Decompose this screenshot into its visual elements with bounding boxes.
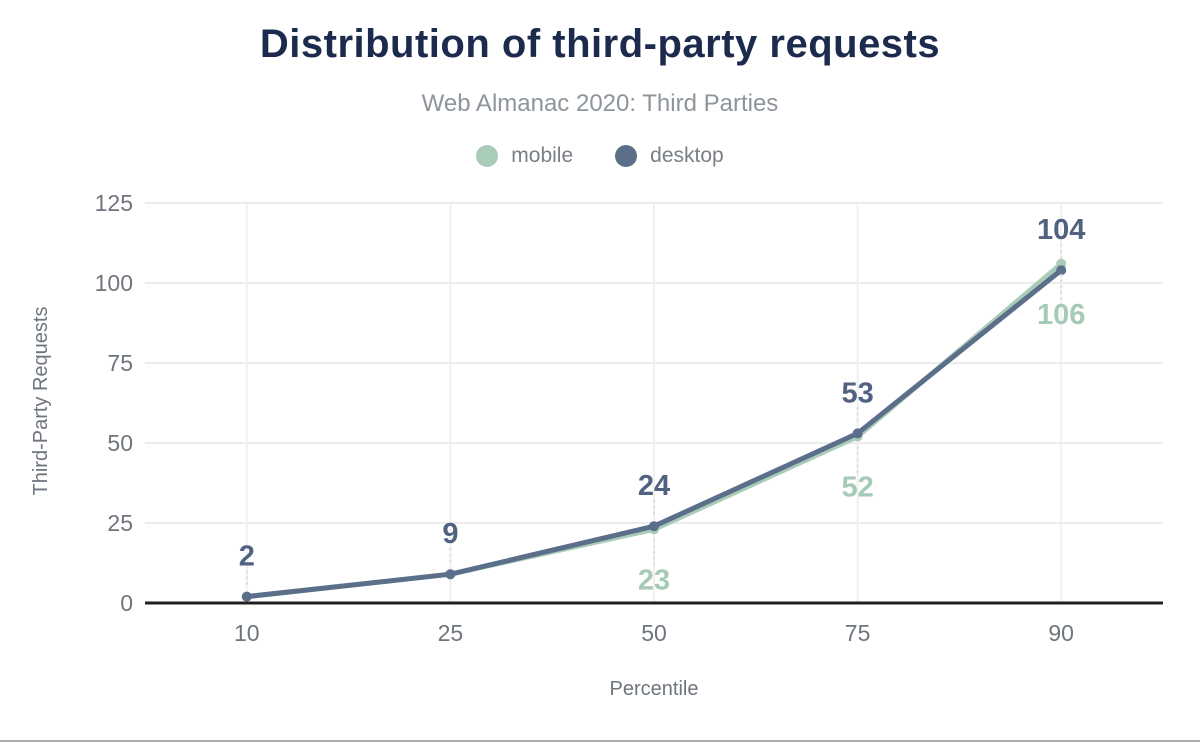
- bottom-border-line: [0, 740, 1200, 742]
- y-axis-title: Third-Party Requests: [30, 306, 52, 496]
- legend-item-mobile: mobile: [476, 144, 573, 168]
- x-tick-label: 75: [845, 620, 871, 646]
- mobile-data-label: 52: [841, 472, 873, 504]
- y-tick-label: 0: [120, 590, 133, 616]
- legend-label-mobile: mobile: [511, 144, 574, 167]
- desktop-point: [852, 428, 863, 439]
- mobile-data-label: 106: [1037, 299, 1085, 331]
- mobile-series-dot-icon: [476, 145, 499, 167]
- desktop-data-label: 2: [239, 541, 255, 573]
- x-tick-label: 25: [438, 620, 464, 646]
- desktop-data-label: 24: [638, 470, 670, 502]
- chart-legend: mobile desktop: [0, 142, 1200, 170]
- desktop-data-label: 9: [442, 518, 458, 550]
- desktop-series-dot-icon: [615, 145, 638, 167]
- y-tick-label: 50: [107, 430, 133, 456]
- legend-item-desktop: desktop: [615, 144, 724, 168]
- y-tick-label: 125: [95, 190, 133, 216]
- desktop-point: [445, 569, 456, 580]
- desktop-point: [649, 521, 659, 532]
- y-tick-label: 25: [107, 510, 133, 536]
- y-tick-label: 75: [107, 350, 133, 376]
- mobile-data-label: 23: [638, 564, 670, 596]
- x-tick-label: 10: [234, 620, 260, 646]
- x-tick-label: 90: [1048, 620, 1074, 646]
- x-axis-title: Percentile: [609, 678, 699, 700]
- x-tick-label: 50: [641, 620, 667, 646]
- y-tick-label: 100: [95, 270, 133, 296]
- desktop-point: [1056, 265, 1067, 276]
- desktop-data-label: 104: [1037, 214, 1085, 246]
- chart-subtitle: Web Almanac 2020: Third Parties: [421, 90, 779, 117]
- legend-label-desktop: desktop: [650, 144, 724, 167]
- desktop-data-label: 53: [841, 377, 873, 409]
- desktop-point: [241, 591, 252, 602]
- chart-title: Distribution of third-party requests: [259, 22, 941, 66]
